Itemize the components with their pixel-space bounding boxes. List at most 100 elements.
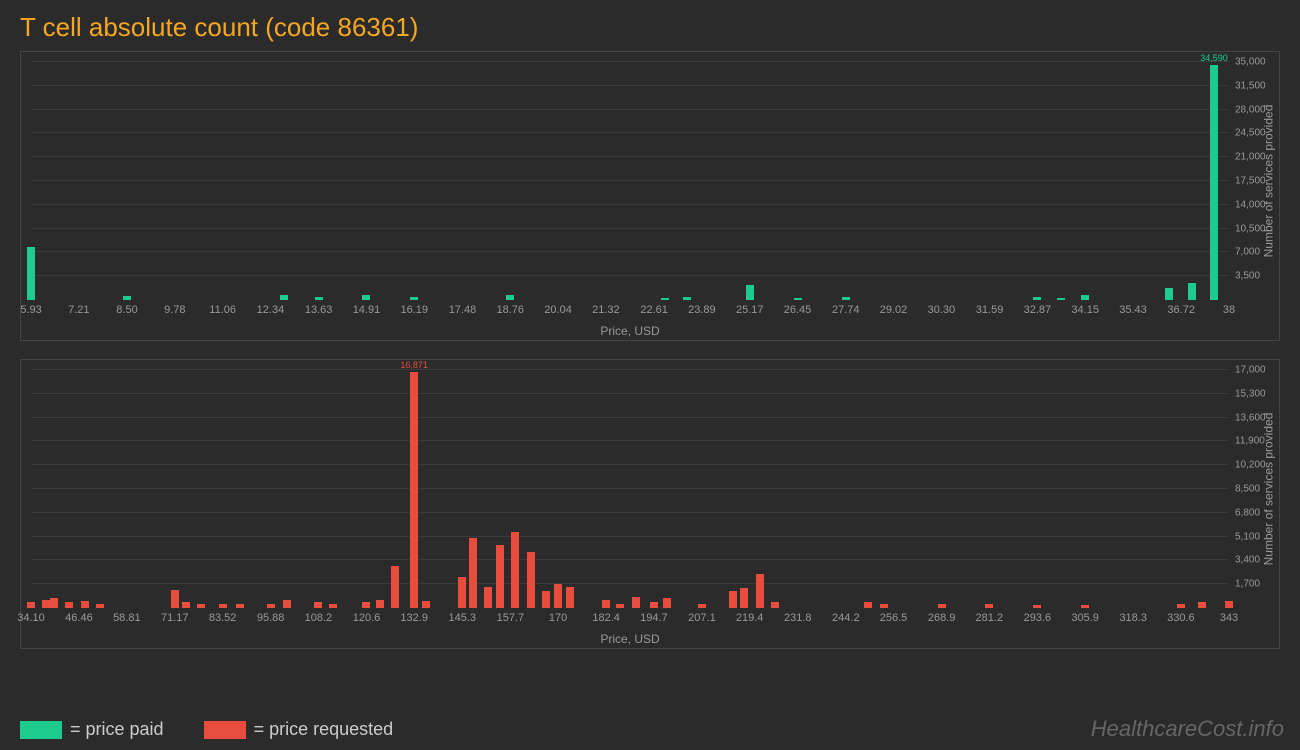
x-tick: 18.76 [497,304,525,316]
gridline [31,109,1229,110]
bar [376,600,384,608]
bar [391,566,399,608]
x-tick: 268.9 [928,612,956,624]
bottom-chart: 16,871 Price, USD 34.1046.4658.8171.1783… [20,359,1280,649]
y-tick: 13,600 [1235,412,1266,423]
x-tick: 22.61 [640,304,668,316]
x-tick: 83.52 [209,612,237,624]
y-tick: 10,500 [1235,223,1266,234]
gridline [31,204,1229,205]
x-tick: 231.8 [784,612,812,624]
x-tick: 244.2 [832,612,860,624]
gridline [31,417,1229,418]
gridline [31,512,1229,513]
bar [542,591,550,608]
gridline [31,228,1229,229]
chart-title: T cell absolute count (code 86361) [0,0,1300,51]
gridline [31,440,1229,441]
x-tick: 13.63 [305,304,333,316]
legend-requested-swatch [204,721,246,739]
gridline [31,85,1229,86]
bar [27,247,35,300]
gridline [31,583,1229,584]
top-y-axis: Number of services provided 3,5007,00010… [1229,62,1279,300]
gridline [31,275,1229,276]
x-tick: 38 [1223,304,1235,316]
x-tick: 34.10 [17,612,45,624]
y-tick: 24,500 [1235,128,1266,139]
legend-requested-label: = price requested [254,719,394,740]
bar [496,545,504,608]
bar [469,538,477,608]
x-tick: 35.43 [1119,304,1147,316]
top-x-label: Price, USD [600,324,659,338]
bottom-x-label: Price, USD [600,632,659,646]
x-tick: 108.2 [305,612,333,624]
gridline [31,180,1229,181]
x-tick: 34.15 [1071,304,1099,316]
x-tick: 17.48 [449,304,477,316]
x-tick: 194.7 [640,612,668,624]
x-tick: 219.4 [736,612,764,624]
watermark: HealthcareCost.info [1091,716,1284,742]
x-tick: 32.87 [1024,304,1052,316]
x-tick: 71.17 [161,612,189,624]
bar [410,372,418,608]
gridline [31,156,1229,157]
gridline [31,488,1229,489]
bar [458,577,466,608]
y-tick: 28,000 [1235,104,1266,115]
x-tick: 36.72 [1167,304,1195,316]
top-chart: 34,590 Price, USD 5.937.218.509.7811.061… [20,51,1280,341]
x-tick: 318.3 [1119,612,1147,624]
y-tick: 14,000 [1235,199,1266,210]
x-tick: 14.91 [353,304,381,316]
x-tick: 20.04 [544,304,572,316]
x-tick: 26.45 [784,304,812,316]
bar [554,584,562,608]
y-tick: 1,700 [1235,579,1260,590]
top-chart-container: 34,590 Price, USD 5.937.218.509.7811.061… [20,51,1280,341]
x-tick: 7.21 [68,304,89,316]
x-tick: 21.32 [592,304,620,316]
bar [422,601,430,608]
bar [729,591,737,608]
x-tick: 281.2 [976,612,1004,624]
legend-paid: = price paid [20,719,164,740]
gridline [31,61,1229,62]
x-tick: 182.4 [592,612,620,624]
bottom-chart-container: 16,871 Price, USD 34.1046.4658.8171.1783… [20,359,1280,649]
x-tick: 30.30 [928,304,956,316]
legend: = price paid = price requested [20,719,393,740]
bar [1165,288,1173,300]
legend-paid-swatch [20,721,62,739]
bar [1188,283,1196,300]
y-tick: 8,500 [1235,484,1260,495]
bar [484,587,492,608]
bar [602,600,610,608]
bar [756,574,764,608]
x-tick: 25.17 [736,304,764,316]
bar [663,598,671,608]
peak-label: 16,871 [400,360,428,370]
y-tick: 21,000 [1235,152,1266,163]
bar [50,598,58,608]
bar [740,588,748,608]
top-x-axis: Price, USD 5.937.218.509.7811.0612.3413.… [31,300,1229,340]
y-tick: 3,400 [1235,555,1260,566]
y-tick: 10,200 [1235,460,1266,471]
x-tick: 16.19 [401,304,429,316]
gridline [31,393,1229,394]
bottom-chart-plot: 16,871 [31,370,1229,608]
x-tick: 29.02 [880,304,908,316]
x-tick: 11.06 [209,304,236,316]
bar [81,601,89,608]
bottom-x-axis: Price, USD 34.1046.4658.8171.1783.5295.8… [31,608,1229,648]
x-tick: 5.93 [20,304,41,316]
x-tick: 293.6 [1024,612,1052,624]
x-tick: 305.9 [1071,612,1099,624]
bar [283,600,291,608]
bar [566,587,574,608]
x-tick: 145.3 [448,612,476,624]
x-tick: 256.5 [880,612,908,624]
